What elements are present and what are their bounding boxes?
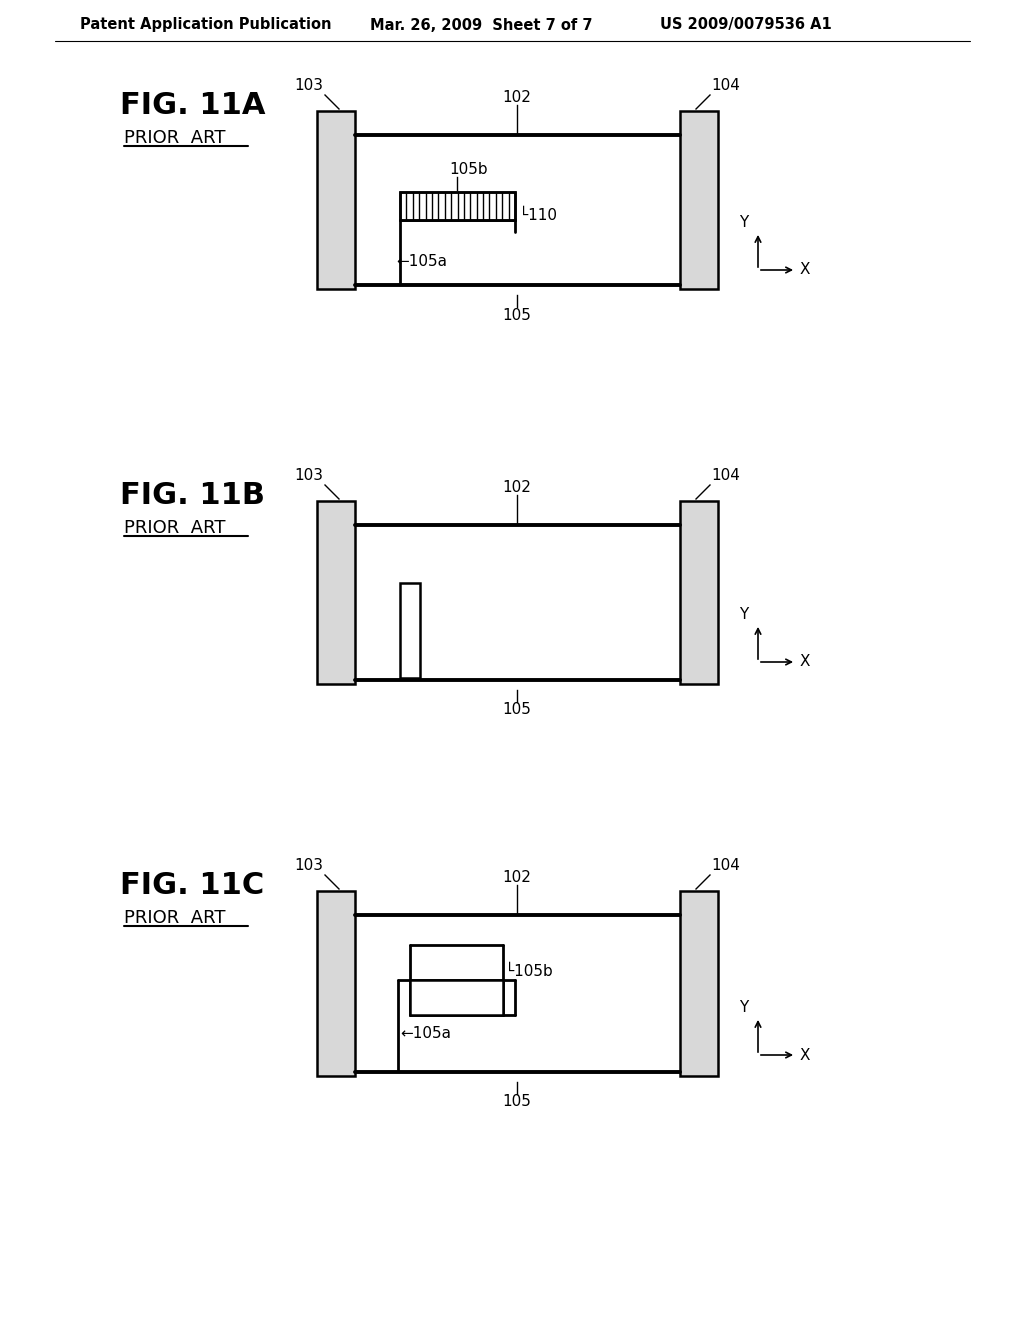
Bar	[400, 191, 515, 220]
Text: 104: 104	[712, 467, 740, 483]
Text: 104: 104	[712, 78, 740, 92]
Text: Y: Y	[739, 215, 749, 230]
Text: └105b: └105b	[505, 965, 553, 979]
Text: 105b: 105b	[449, 162, 487, 177]
Text: 103: 103	[295, 78, 324, 92]
Text: 103: 103	[295, 467, 324, 483]
Text: 102: 102	[503, 90, 531, 104]
Text: 103: 103	[295, 858, 324, 873]
Text: 102: 102	[503, 479, 531, 495]
Text: └110: └110	[519, 207, 557, 223]
Text: 104: 104	[712, 858, 740, 873]
Text: ←105a: ←105a	[400, 1026, 451, 1040]
Bar	[317, 891, 355, 1076]
Text: 105: 105	[503, 1094, 531, 1110]
Text: 105: 105	[503, 308, 531, 322]
Text: PRIOR  ART: PRIOR ART	[124, 519, 225, 537]
Text: FIG. 11B: FIG. 11B	[120, 480, 265, 510]
Text: PRIOR  ART: PRIOR ART	[124, 129, 225, 147]
Text: FIG. 11C: FIG. 11C	[120, 870, 264, 899]
Text: US 2009/0079536 A1: US 2009/0079536 A1	[660, 17, 831, 33]
Bar	[680, 111, 718, 289]
Text: Patent Application Publication: Patent Application Publication	[80, 17, 332, 33]
Bar	[317, 502, 355, 684]
Text: PRIOR  ART: PRIOR ART	[124, 909, 225, 927]
Bar	[680, 502, 718, 684]
Text: X: X	[800, 263, 811, 277]
Bar	[317, 111, 355, 289]
Text: ←105a: ←105a	[396, 253, 447, 268]
Text: Y: Y	[739, 607, 749, 622]
Text: FIG. 11A: FIG. 11A	[120, 91, 265, 120]
Bar	[410, 979, 503, 1015]
Text: X: X	[800, 1048, 811, 1063]
Text: 102: 102	[503, 870, 531, 884]
Text: Mar. 26, 2009  Sheet 7 of 7: Mar. 26, 2009 Sheet 7 of 7	[370, 17, 593, 33]
Text: X: X	[800, 655, 811, 669]
Bar	[400, 191, 515, 220]
Text: Y: Y	[739, 1001, 749, 1015]
Text: 105: 105	[503, 702, 531, 718]
Bar	[680, 891, 718, 1076]
Bar	[400, 583, 420, 678]
